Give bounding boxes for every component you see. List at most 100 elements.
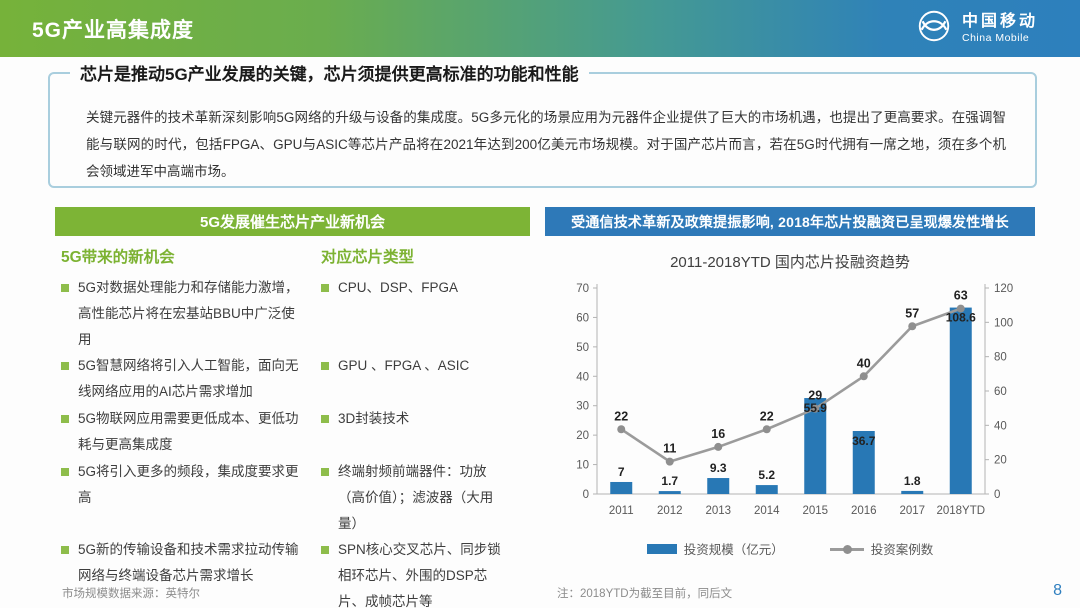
svg-text:7: 7 bbox=[618, 465, 625, 479]
svg-text:80: 80 bbox=[994, 352, 1007, 364]
list-item: SPN核心交叉芯片、同步锁相环芯片、外围的DSP芯片、成帧芯片等 bbox=[321, 537, 526, 608]
page-title: 5G产业高集成度 bbox=[32, 18, 195, 42]
legend-bar-label: 投资规模（亿元） bbox=[683, 543, 784, 557]
list-item: 终端射频前端器件：功放（高价值）；滤波器（大用量） bbox=[321, 459, 526, 537]
investment-chart: 0 10 20 30 40 50 60 70 0 20 40 60 80 100 120 7 1.7 9.3 5.2… bbox=[576, 283, 1013, 517]
bar-swatch-icon bbox=[646, 543, 677, 554]
chip-type-text: GPU 、FPGA 、ASIC bbox=[338, 358, 470, 373]
logo-text-cn: 中国移动 bbox=[961, 13, 1038, 31]
svg-text:2015: 2015 bbox=[802, 505, 828, 517]
svg-text:1.8: 1.8 bbox=[904, 474, 921, 488]
svg-text:63: 63 bbox=[954, 289, 968, 303]
list-item: 5G对数据处理能力和存储能力激增，高性能芯片将在宏基站BBU中广泛使用 bbox=[61, 275, 321, 353]
source-note: 市场规模数据来源：英特尔 bbox=[62, 588, 200, 600]
svg-text:2014: 2014 bbox=[754, 505, 780, 517]
svg-text:16: 16 bbox=[711, 427, 725, 441]
svg-text:55.9: 55.9 bbox=[804, 401, 828, 415]
svg-text:120: 120 bbox=[994, 283, 1013, 295]
svg-text:11: 11 bbox=[663, 442, 676, 456]
svg-text:40: 40 bbox=[576, 371, 589, 383]
svg-text:50: 50 bbox=[576, 342, 589, 354]
bullet-square-icon bbox=[321, 546, 329, 554]
svg-text:30: 30 bbox=[576, 401, 589, 413]
list-item: 5G新的传输设备和技术需求拉动传输网络与终端设备芯片需求增长 bbox=[61, 537, 321, 608]
svg-text:9.3: 9.3 bbox=[710, 461, 727, 475]
svg-text:0: 0 bbox=[583, 489, 589, 501]
panel-row: 5G新的传输设备和技术需求拉动传输网络与终端设备芯片需求增长 SPN核心交叉芯片… bbox=[61, 537, 526, 608]
col-header-chip-types: 对应芯片类型 bbox=[321, 249, 415, 266]
panel-row: 5G物联网应用需要更低成本、更低功耗与更高集成度 3D封装技术 bbox=[61, 406, 526, 459]
key-headline: 芯片是推动5G产业发展的关键，芯片须提供更高标准的功能和性能 bbox=[70, 60, 589, 85]
opportunity-text: 5G对数据处理能力和存储能力激增，高性能芯片将在宏基站BBU中广泛使用 bbox=[78, 280, 299, 347]
list-item: 5G物联网应用需要更低成本、更低功耗与更高集成度 bbox=[61, 406, 321, 459]
bullet-square-icon bbox=[61, 546, 69, 554]
chart-legend: 投资规模（亿元） 投资案例数 bbox=[545, 539, 1035, 558]
china-mobile-logo-icon bbox=[915, 7, 953, 50]
chip-type-text: 3D封装技术 bbox=[338, 411, 410, 426]
chip-type-text: 终端射频前端器件：功放（高价值）；滤波器（大用量） bbox=[338, 464, 494, 531]
svg-text:70: 70 bbox=[576, 283, 589, 295]
svg-text:108.6: 108.6 bbox=[946, 311, 976, 325]
svg-text:100: 100 bbox=[994, 317, 1013, 329]
svg-text:2011: 2011 bbox=[609, 505, 634, 517]
right-panel: 受通信技术革新及政策提振影响, 2018年芯片投融资已呈现爆发性增长 2011-… bbox=[545, 207, 1035, 572]
svg-text:10: 10 bbox=[576, 460, 589, 472]
opportunity-text: 5G物联网应用需要更低成本、更低功耗与更高集成度 bbox=[78, 411, 299, 452]
line-swatch-icon bbox=[829, 544, 864, 554]
page-number: 8 bbox=[1053, 582, 1062, 599]
logo-text: 中国移动 China Mobile bbox=[962, 13, 1038, 43]
bullet-square-icon bbox=[61, 362, 69, 370]
panel-row: 5G智慧网络将引入人工智能，面向无线网络应用的AI芯片需求增加 GPU 、FPG… bbox=[61, 353, 526, 406]
col-header-opportunities: 5G带来的新机会 bbox=[61, 249, 175, 266]
panel-row: 5G将引入更多的频段，集成度要求更高 终端射频前端器件：功放（高价值）；滤波器（… bbox=[61, 459, 526, 537]
chip-type-text: CPU、DSP、FPGA bbox=[338, 280, 459, 295]
bullet-square-icon bbox=[321, 468, 329, 476]
svg-text:29: 29 bbox=[808, 389, 822, 403]
svg-text:60: 60 bbox=[994, 386, 1007, 398]
left-panel-column-headers: 5G带来的新机会 对应芯片类型 bbox=[55, 236, 530, 273]
list-item: 5G智慧网络将引入人工智能，面向无线网络应用的AI芯片需求增加 bbox=[61, 353, 321, 406]
list-item: CPU、DSP、FPGA bbox=[321, 275, 526, 353]
svg-text:57: 57 bbox=[905, 306, 919, 320]
svg-text:2018YTD: 2018YTD bbox=[936, 505, 985, 517]
legend-item-bar: 投资规模（亿元） bbox=[646, 539, 784, 558]
svg-text:0: 0 bbox=[994, 489, 1000, 501]
svg-text:1.7: 1.7 bbox=[661, 474, 678, 488]
top-bar: 5G产业高集成度 中国移动 China Mobile bbox=[0, 0, 1080, 57]
china-mobile-logo: 中国移动 China Mobile bbox=[915, 7, 1038, 50]
chart-area: 0 10 20 30 40 50 60 70 0 20 40 60 80 100 120 7 1.7 9.3 5.2… bbox=[553, 276, 1035, 537]
opportunity-text: 5G将引入更多的频段，集成度要求更高 bbox=[78, 464, 299, 505]
opportunity-text: 5G新的传输设备和技术需求拉动传输网络与终端设备芯片需求增长 bbox=[78, 542, 299, 583]
bullet-square-icon bbox=[61, 468, 69, 476]
svg-text:60: 60 bbox=[576, 312, 589, 324]
legend-line-label: 投资案例数 bbox=[870, 543, 934, 557]
svg-text:20: 20 bbox=[576, 430, 589, 442]
svg-text:36.7: 36.7 bbox=[852, 434, 876, 448]
list-item: 3D封装技术 bbox=[321, 406, 526, 459]
logo-text-en: China Mobile bbox=[961, 31, 1030, 44]
svg-text:2013: 2013 bbox=[705, 505, 731, 517]
bullet-square-icon bbox=[321, 362, 329, 370]
bullet-square-icon bbox=[321, 284, 329, 292]
svg-text:2017: 2017 bbox=[899, 505, 925, 517]
svg-text:2012: 2012 bbox=[657, 505, 683, 517]
bullet-square-icon bbox=[61, 284, 69, 292]
opportunity-text: 5G智慧网络将引入人工智能，面向无线网络应用的AI芯片需求增加 bbox=[78, 358, 299, 399]
svg-text:22: 22 bbox=[760, 409, 774, 423]
bullet-square-icon bbox=[321, 415, 329, 423]
svg-text:40: 40 bbox=[857, 356, 871, 370]
list-item: GPU 、FPGA 、ASIC bbox=[321, 353, 526, 406]
svg-text:5.2: 5.2 bbox=[758, 468, 775, 482]
chart-note: 注：2018YTD为截至目前，同后文 bbox=[557, 588, 733, 600]
legend-item-line: 投资案例数 bbox=[829, 539, 934, 558]
svg-text:22: 22 bbox=[614, 409, 628, 423]
bullet-square-icon bbox=[61, 415, 69, 423]
list-item: 5G将引入更多的频段，集成度要求更高 bbox=[61, 459, 321, 537]
left-panel-title: 5G发展催生芯片产业新机会 bbox=[55, 207, 530, 236]
chip-type-text: SPN核心交叉芯片、同步锁相环芯片、外围的DSP芯片、成帧芯片等 bbox=[338, 542, 501, 608]
key-body-paragraph: 关键元器件的技术革新深刻影响5G网络的升级与设备的集成度。5G多元化的场景应用为… bbox=[86, 110, 1006, 179]
right-panel-title: 受通信技术革新及政策提振影响, 2018年芯片投融资已呈现爆发性增长 bbox=[545, 207, 1035, 236]
panel-row: 5G对数据处理能力和存储能力激增，高性能芯片将在宏基站BBU中广泛使用 CPU、… bbox=[61, 275, 526, 353]
svg-text:40: 40 bbox=[994, 420, 1007, 432]
